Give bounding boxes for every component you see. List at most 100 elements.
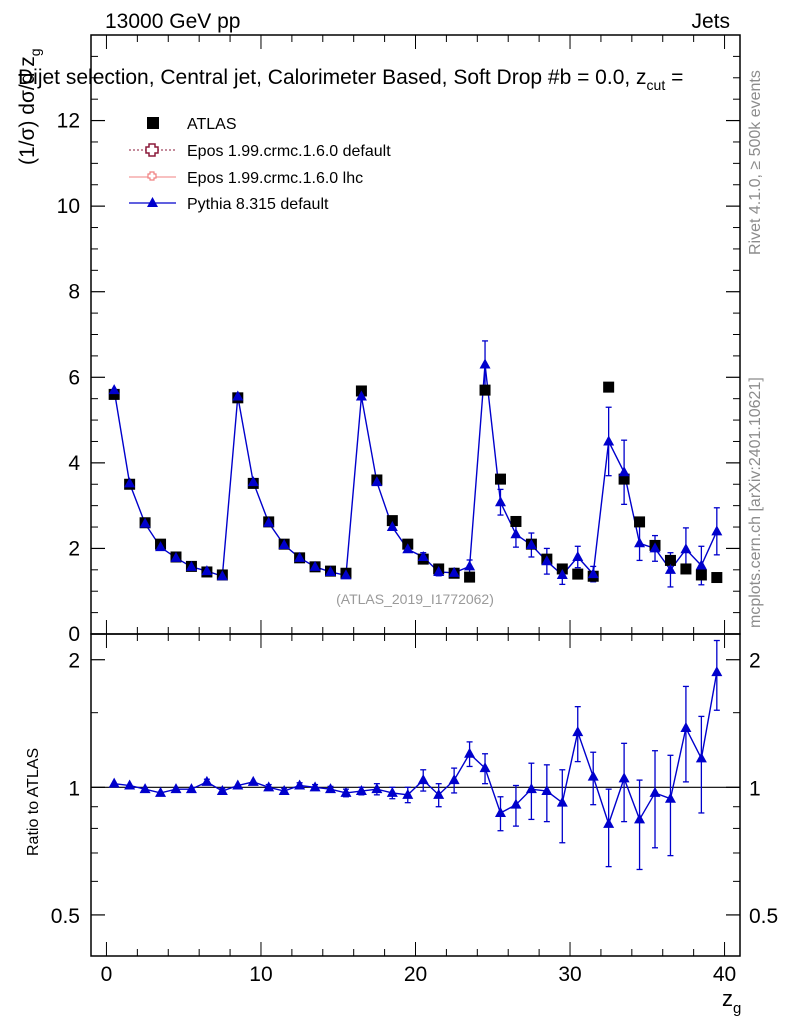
ratio-ylabel: Ratio to ATLAS <box>25 748 42 856</box>
ratio-point <box>510 798 522 809</box>
watermark: (ATLAS_2019_I1772062) <box>336 591 494 607</box>
ratio-point <box>355 785 367 796</box>
ratio-point <box>433 788 445 799</box>
pythia-point <box>572 550 584 561</box>
pythia-point <box>695 559 707 570</box>
pythia-point <box>618 466 630 477</box>
ratio-ytick-label: 0.5 <box>51 905 80 928</box>
pythia-point <box>664 563 676 574</box>
ratio-ytick-label-right: 1 <box>749 777 761 800</box>
pythia-point <box>247 476 259 487</box>
ratio-point <box>185 783 197 794</box>
ratio-point <box>371 783 383 794</box>
atlas-point <box>510 515 522 527</box>
pythia-point <box>386 521 398 532</box>
atlas-point <box>711 572 723 584</box>
xtick-label: 30 <box>558 963 581 986</box>
ratio-point <box>572 726 584 737</box>
pythia-point <box>340 569 352 580</box>
pythia-point <box>309 560 321 571</box>
ratio-point <box>170 783 182 794</box>
pythia-point <box>232 390 244 401</box>
ratio-point <box>711 666 723 677</box>
atlas-point <box>464 571 476 583</box>
atlas-point <box>108 388 120 400</box>
legend-marker-pythia <box>147 197 158 207</box>
ratio-point <box>340 786 352 797</box>
pythia-point <box>634 537 646 548</box>
xtick-label: 20 <box>404 963 427 986</box>
pythia-point <box>479 358 491 369</box>
main-series <box>108 340 723 588</box>
pythia-point <box>170 551 182 562</box>
xtick-label: 40 <box>713 963 736 986</box>
pythia-line <box>113 364 718 578</box>
atlas-point <box>386 515 398 527</box>
ratio-point <box>155 786 167 797</box>
pythia-point <box>216 570 228 581</box>
pythia-point <box>711 525 723 536</box>
main-axis: 0 2 4 6 8 10 12 <box>57 34 740 646</box>
ratio-point <box>680 722 692 733</box>
xtick-label: 0 <box>101 963 113 986</box>
legend-label-epos-default: Epos 1.99.crmc.1.6.0 default <box>187 143 391 160</box>
header-right: Jets <box>691 10 730 33</box>
pythia-point <box>139 517 151 528</box>
header-left: 13000 GeV pp <box>105 10 240 33</box>
pythia-point <box>494 496 506 507</box>
ratio-point <box>695 752 707 763</box>
atlas-point <box>664 554 676 566</box>
legend-label-epos-lhc: Epos 1.99.crmc.1.6.0 lhc <box>187 170 363 187</box>
ratio-plot-frame <box>90 633 741 957</box>
pythia-point <box>371 476 383 487</box>
main-ytick-label: 4 <box>68 452 80 475</box>
ratio-ytick-label: 2 <box>68 650 80 673</box>
pythia-point <box>587 568 599 579</box>
ratio-point <box>402 788 414 799</box>
legend-marker-epos-default <box>145 143 159 157</box>
ratio-point <box>603 817 615 828</box>
ratio-point <box>525 783 537 794</box>
ratio-point <box>634 813 646 824</box>
pythia-point <box>433 565 445 576</box>
ratio-point <box>124 779 136 790</box>
pythia-point <box>263 516 275 527</box>
ratio-ytick-label: 1 <box>68 777 80 800</box>
ratio-point <box>294 779 306 790</box>
x-axis: 0 10 20 30 40 <box>101 35 736 986</box>
main-ytick-label: 10 <box>57 195 80 218</box>
pythia-point <box>464 560 476 571</box>
legend-marker-atlas <box>147 117 159 129</box>
ratio-point <box>278 785 290 796</box>
ratio-point <box>216 785 228 796</box>
pythia-point <box>325 565 337 576</box>
main-ytick-label: 0 <box>68 623 80 646</box>
main-ytick-label: 8 <box>68 281 80 304</box>
ratio-point <box>556 796 568 807</box>
pythia-point <box>417 550 429 561</box>
plot-title: Dijet selection, Central jet, Calorimete… <box>18 66 683 93</box>
rivet-label: Rivet 4.1.0, ≥ 500k events <box>747 70 764 255</box>
x-axis-label: zg <box>722 986 741 1017</box>
pythia-point <box>124 477 136 488</box>
atlas-point <box>479 384 491 396</box>
ratio-point <box>201 775 213 786</box>
legend-label-atlas: ATLAS <box>187 116 237 133</box>
ratio-point <box>263 781 275 792</box>
pythia-point <box>278 539 290 550</box>
pythia-point <box>201 565 213 576</box>
atlas-point <box>603 381 615 393</box>
atlas-point <box>680 563 692 575</box>
atlas-point <box>695 569 707 581</box>
atlas-point <box>634 516 646 528</box>
ratio-point <box>139 783 151 794</box>
ratio-point <box>649 786 661 797</box>
pythia-point <box>448 566 460 577</box>
ratio-axis: 0.5 0.5 1 1 2 2 <box>51 650 778 928</box>
atlas-point <box>618 473 630 485</box>
main-ylabel: (1/σ) dσ/d zg <box>16 48 43 165</box>
pythia-point <box>680 543 692 554</box>
pythia-point <box>649 542 661 553</box>
ratio-point <box>541 785 553 796</box>
pythia-point <box>355 390 367 401</box>
